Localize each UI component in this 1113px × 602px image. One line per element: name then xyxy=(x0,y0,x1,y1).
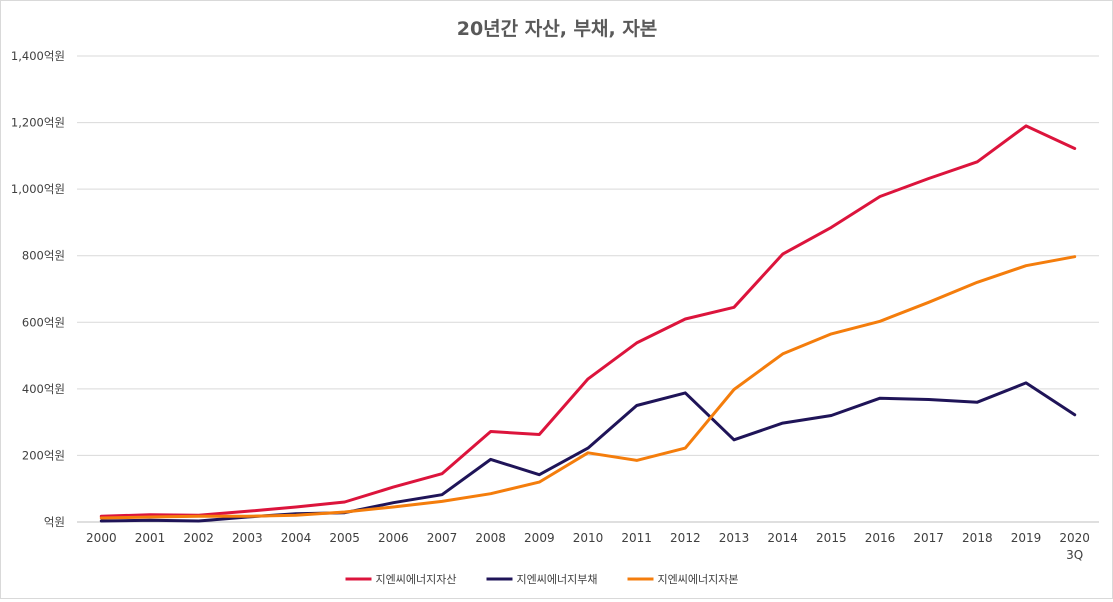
x-tick-label: 2009 xyxy=(524,531,555,545)
y-tick-label: 200억원 xyxy=(22,448,65,462)
x-tick-label: 2007 xyxy=(427,531,458,545)
x-axis-ticks: 2000 2001 2002 2003 2004 2005 2006 2007 2008 2009… xyxy=(86,531,1090,562)
x-tick-label: 2019 xyxy=(1011,531,1042,545)
gridlines xyxy=(77,55,1099,523)
x-tick-label: 2015 xyxy=(816,531,847,545)
y-tick-label: 1,000억원 xyxy=(11,182,65,196)
x-tick-label: 2017 xyxy=(913,531,944,545)
x-tick-label: 2010 xyxy=(573,531,604,545)
legend-label: 지엔씨에너지자본 xyxy=(658,573,739,586)
x-tick-label: 2014 xyxy=(767,531,798,545)
y-tick-label: 400억원 xyxy=(22,382,65,396)
x-tick-label: 2013 xyxy=(719,531,750,545)
x-tick-label: 2004 xyxy=(281,531,312,545)
legend-label: 지엔씨에너지부채 xyxy=(517,573,598,586)
x-tick-label: 2002 xyxy=(183,531,214,545)
x-tick-label: 2012 xyxy=(670,531,701,545)
chart-title: 20년간 자산, 부채, 자본 xyxy=(457,18,658,40)
x-tick-label: 2003 xyxy=(232,531,263,545)
legend: 지엔씨에너지자산 지엔씨에너지부채 지엔씨에너지자본 xyxy=(345,573,739,586)
x-tick-label: 2020 3Q xyxy=(1059,531,1090,562)
series-line xyxy=(99,255,1077,520)
y-tick-label: 600억원 xyxy=(22,315,65,329)
x-tick-label: 2016 xyxy=(865,531,896,545)
legend-label: 지엔씨에너지자산 xyxy=(376,573,457,586)
x-tick-label: 2018 xyxy=(962,531,993,545)
x-tick-label: 2000 xyxy=(86,531,117,545)
y-tick-label: 1,200억원 xyxy=(11,116,65,130)
y-tick-label: 억원 xyxy=(44,515,65,529)
series-lines xyxy=(99,124,1077,523)
x-tick-label: 2011 xyxy=(621,531,652,545)
x-tick-label: 2008 xyxy=(475,531,506,545)
x-tick-label: 2001 xyxy=(135,531,166,545)
y-tick-label: 800억원 xyxy=(22,249,65,263)
y-tick-label: 1,400억원 xyxy=(11,49,65,63)
series-line xyxy=(99,124,1077,518)
x-tick-label: 2005 xyxy=(329,531,360,545)
y-axis-ticks: 억원 200억원 400억원 600억원 800억원 1,000억원 1,200억원 1,40… xyxy=(11,49,65,529)
x-tick-label: 2006 xyxy=(378,531,409,545)
